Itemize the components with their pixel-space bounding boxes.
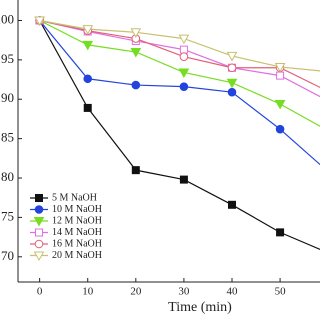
x-tick-label: 10 — [82, 286, 94, 298]
marker — [33, 251, 45, 262]
marker — [35, 228, 43, 237]
marker — [82, 40, 94, 51]
marker — [130, 28, 142, 38]
x-tick-label: 0 — [37, 286, 43, 298]
legend-label: 16 M NaOH — [52, 238, 102, 249]
marker — [130, 47, 142, 58]
marker — [274, 62, 286, 73]
y-tick-label: 80 — [1, 169, 14, 184]
marker — [227, 200, 236, 209]
marker — [276, 228, 285, 237]
y-tick-label: 70 — [1, 248, 14, 263]
x-tick-label: 20 — [130, 286, 142, 298]
marker — [34, 205, 44, 214]
legend-label: 20 M NaOH — [52, 250, 102, 261]
marker — [178, 34, 190, 45]
marker — [179, 175, 188, 184]
marker — [276, 71, 285, 80]
x-tick-label: 30 — [178, 286, 190, 298]
x-tick-label: 40 — [226, 286, 238, 298]
x-tick-label: 50 — [275, 286, 287, 298]
marker — [227, 87, 237, 97]
legend-label: 5 M NaOH — [52, 192, 97, 203]
marker — [131, 80, 141, 90]
marker — [178, 68, 190, 78]
marker — [226, 51, 238, 62]
marker — [227, 63, 237, 73]
marker — [131, 166, 140, 175]
y-tick-label: 95 — [1, 51, 14, 66]
marker — [34, 239, 44, 249]
marker — [179, 45, 188, 54]
legend-label: 10 M NaOH — [52, 204, 102, 215]
x-axis-label: Time (min) — [168, 300, 232, 315]
marker — [83, 74, 93, 84]
marker — [82, 25, 94, 35]
y-tick-label: 90 — [1, 90, 14, 105]
marker — [179, 82, 189, 91]
marker — [274, 99, 286, 110]
marker — [83, 103, 92, 112]
marker — [35, 194, 43, 202]
plot-area — [34, 16, 320, 251]
marker — [33, 217, 45, 227]
y-tick-label: 100 — [0, 11, 14, 26]
legend-label: 14 M NaOH — [52, 227, 102, 238]
y-tick-label: 75 — [1, 208, 14, 223]
series-line — [39, 19, 320, 98]
marker — [275, 124, 285, 134]
marker — [34, 16, 45, 27]
marker — [179, 52, 189, 62]
y-tick-label: 85 — [1, 130, 14, 145]
legend-label: 12 M NaOH — [52, 215, 102, 226]
marker — [226, 78, 238, 89]
